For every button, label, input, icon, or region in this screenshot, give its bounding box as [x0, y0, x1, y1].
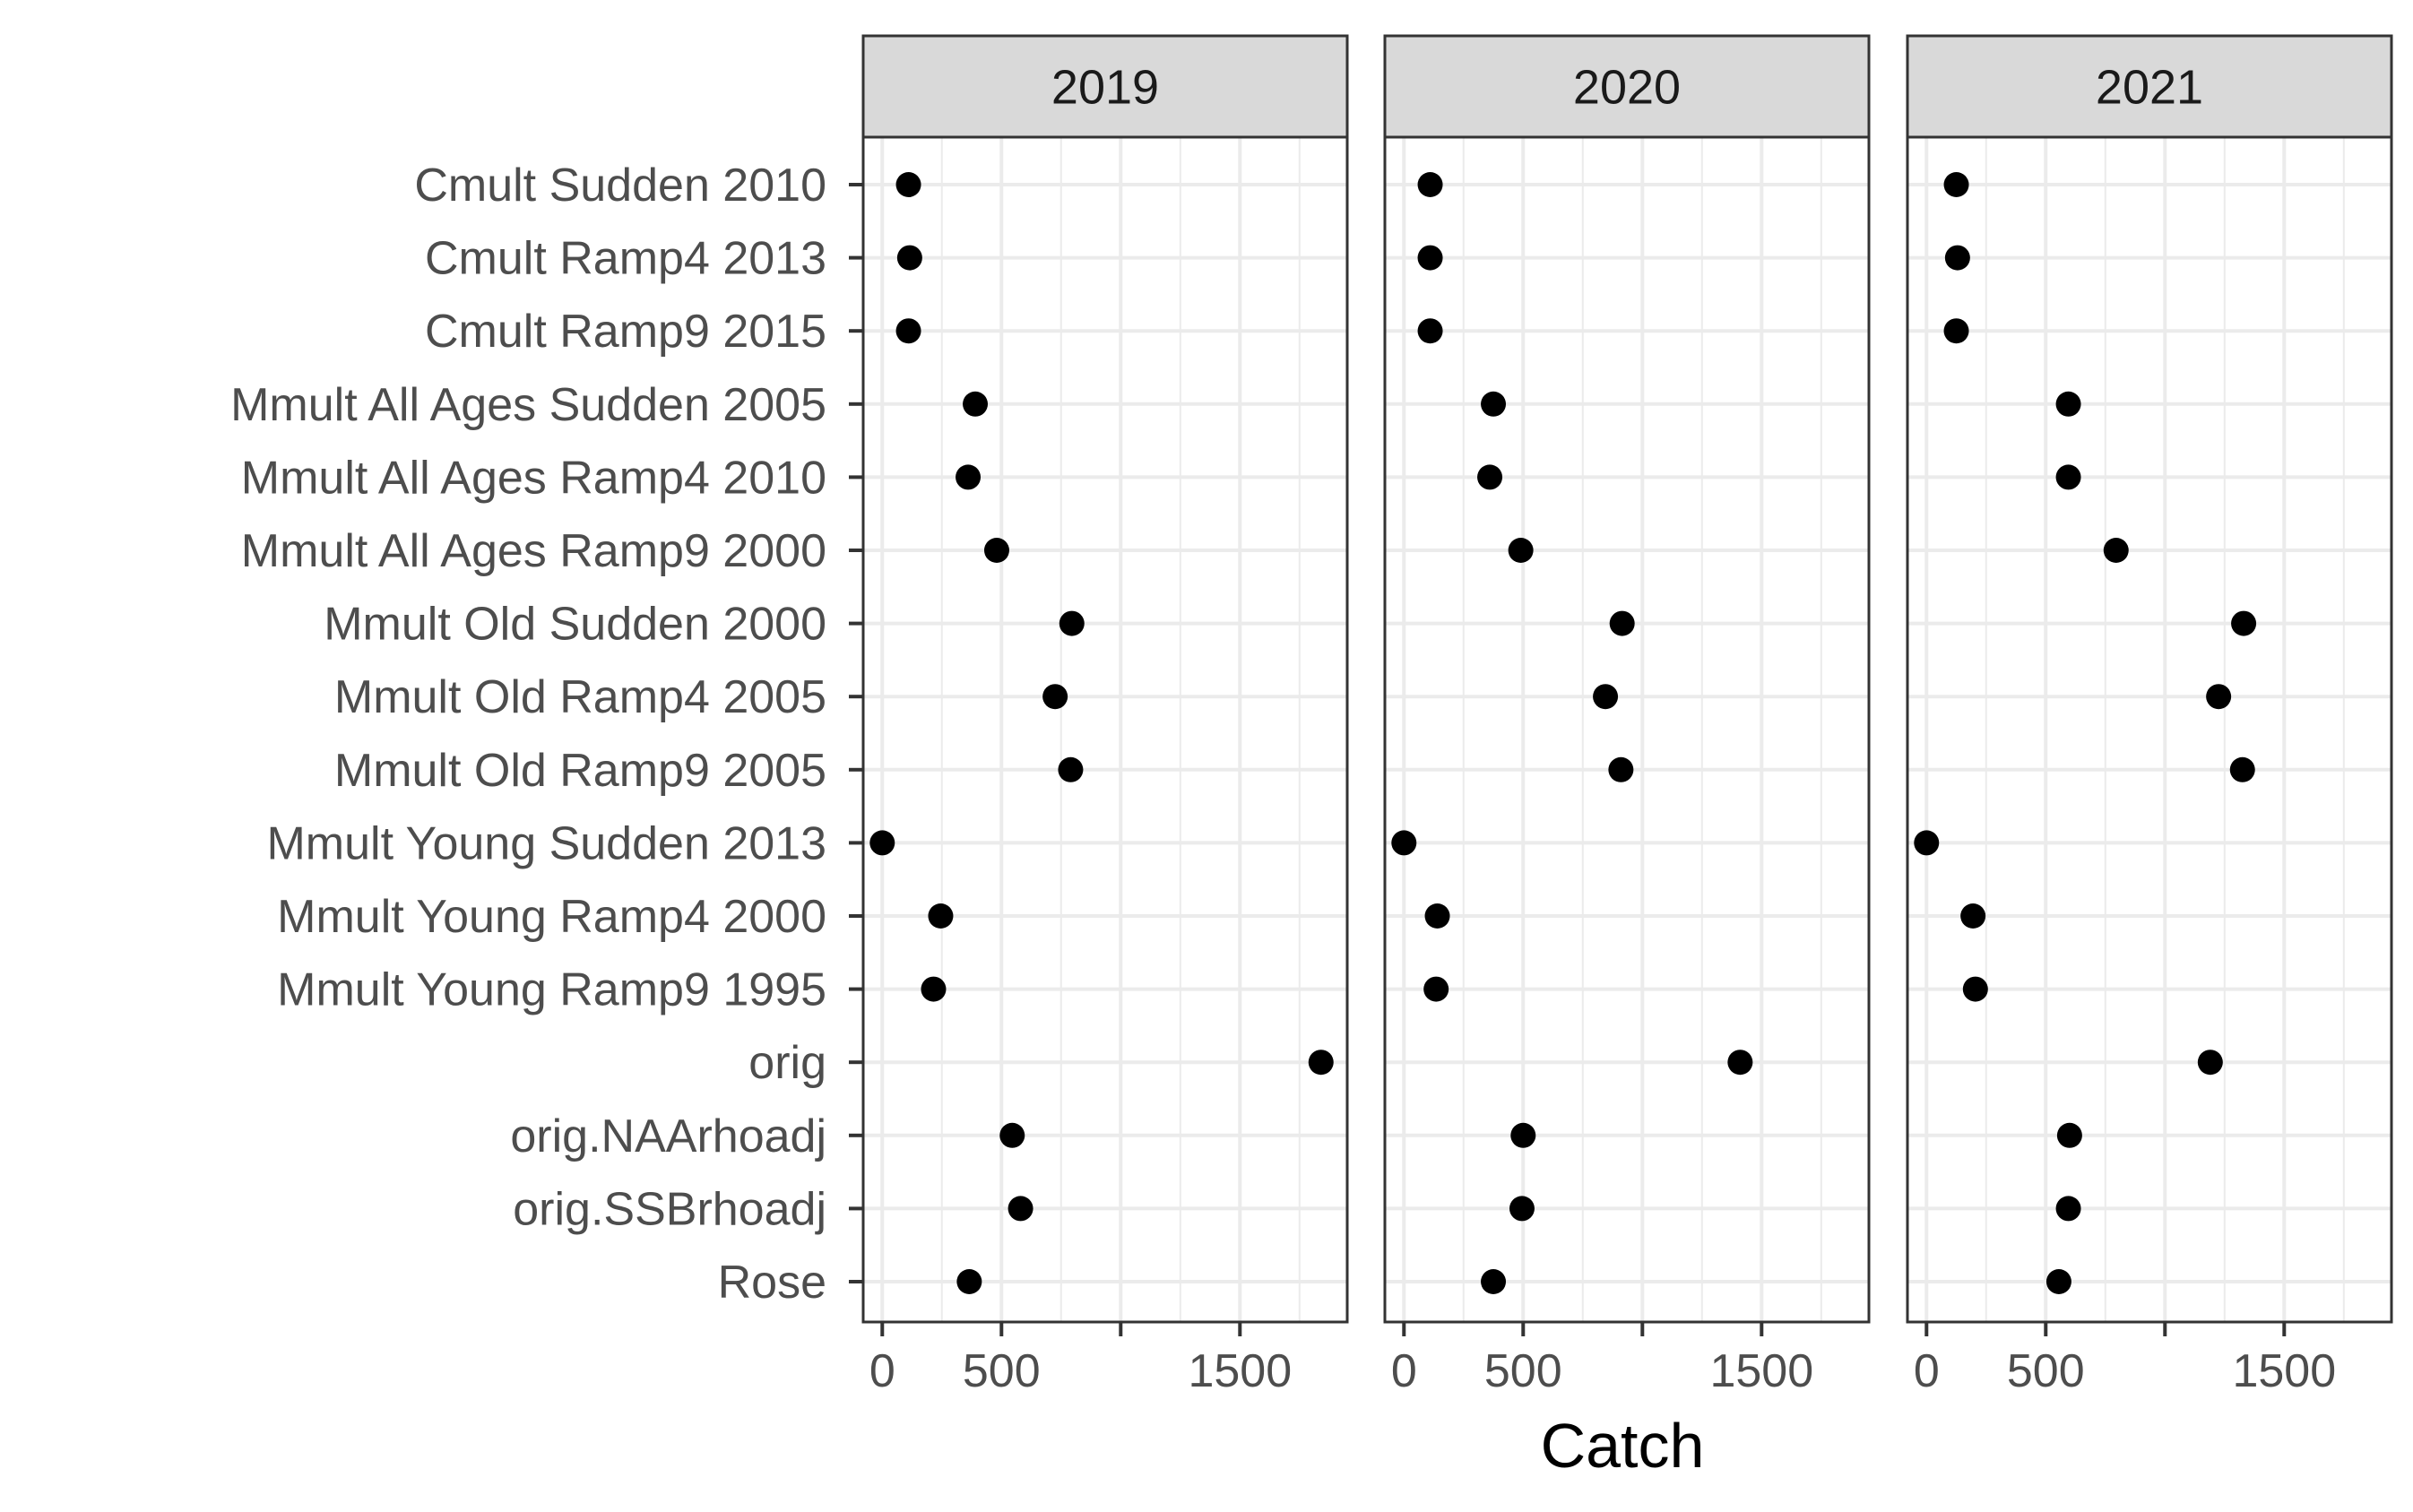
data-point: [1417, 318, 1443, 344]
data-point: [2055, 391, 2081, 417]
x-tick-label: 500: [2007, 1345, 2085, 1397]
x-tick-label: 500: [963, 1345, 1041, 1397]
facet-strip-label: 2020: [1573, 61, 1681, 115]
y-axis-category-labels: Cmult Sudden 2010 Cmult Ramp4 2013 Cmult R…: [230, 160, 863, 1309]
data-point: [1510, 1122, 1536, 1148]
data-point: [1042, 684, 1068, 710]
x-tick-label: 500: [1484, 1345, 1562, 1397]
panel-border: [1383, 135, 1871, 1324]
data-point: [869, 830, 895, 856]
y-tick-label: Mmult All Ages Sudden 2005: [230, 379, 826, 431]
data-point: [956, 1269, 982, 1294]
x-tick-label: 0: [869, 1345, 895, 1397]
data-point: [895, 172, 921, 197]
data-point: [2206, 684, 2232, 710]
y-tick-label: orig.NAArhoadj: [510, 1110, 826, 1162]
x-tick-label: 0: [1914, 1345, 1940, 1397]
data-point: [1727, 1050, 1753, 1076]
facet-panels: 2019 0 500 1500 2020 0 500 1500 2021 0 500 1500: [861, 34, 2393, 1397]
x-tick-label: 1500: [1709, 1345, 1813, 1397]
data-point: [1417, 172, 1443, 197]
data-point: [1609, 610, 1635, 636]
y-tick-label: orig: [748, 1037, 826, 1089]
y-tick-label: Mmult Old Sudden 2000: [324, 599, 826, 651]
facet-panel: 2020 0 500 1500: [1383, 34, 1871, 1397]
data-point: [1424, 903, 1450, 929]
panel-background: [1385, 137, 1869, 1322]
data-point: [963, 391, 989, 417]
data-point: [1391, 830, 1417, 856]
facet-panel: 2019 0 500 1500: [861, 34, 1349, 1397]
y-tick-label: Mmult All Ages Ramp4 2010: [241, 452, 826, 504]
data-point: [1477, 464, 1503, 490]
facet-strip: [861, 34, 1349, 139]
data-point: [1944, 245, 1970, 271]
data-point: [2103, 538, 2129, 563]
facet-strip: [1383, 34, 1871, 139]
data-point: [896, 245, 922, 271]
y-tick-label: Mmult Young Ramp9 1995: [277, 964, 826, 1016]
x-axis-title: Catch: [1541, 1411, 1705, 1481]
y-tick-label: Cmult Ramp4 2013: [425, 233, 826, 285]
data-point: [1962, 976, 1988, 1002]
data-point: [1943, 318, 1969, 344]
data-point: [2045, 1269, 2071, 1294]
panel-background: [1907, 137, 2391, 1322]
facet-panel: 2021 0 500 1500: [1906, 34, 2393, 1397]
y-tick-label: Cmult Ramp9 2015: [425, 306, 826, 358]
data-point: [956, 464, 982, 490]
data-point: [895, 318, 921, 344]
data-point: [2055, 1196, 2081, 1222]
y-tick-label: orig.SSBrhoadj: [513, 1183, 826, 1235]
data-point: [1423, 976, 1449, 1002]
data-point: [2229, 756, 2255, 782]
facet-strip-label: 2019: [1051, 61, 1159, 115]
data-point: [1508, 538, 1534, 563]
x-tick-label: 1500: [2232, 1345, 2336, 1397]
data-point: [1593, 684, 1619, 710]
data-point: [1059, 610, 1085, 636]
data-point: [2197, 1050, 2223, 1076]
data-point: [999, 1122, 1025, 1148]
data-point: [1608, 756, 1634, 782]
y-tick-label: Mmult Old Ramp9 2005: [334, 745, 826, 797]
data-point: [983, 538, 1009, 563]
panel-border: [1906, 135, 2393, 1324]
data-point: [2055, 464, 2081, 490]
data-point: [1943, 172, 1969, 197]
x-tick-label: 0: [1391, 1345, 1417, 1397]
facet-strip-label: 2021: [2096, 61, 2203, 115]
data-point: [1008, 1196, 1034, 1222]
data-point: [1914, 830, 1940, 856]
data-point: [1481, 391, 1507, 417]
data-point: [921, 976, 947, 1002]
y-tick-label: Mmult Young Sudden 2013: [266, 817, 826, 869]
y-tick-label: Mmult All Ages Ramp9 2000: [241, 525, 826, 577]
data-point: [1058, 756, 1084, 782]
data-point: [2231, 610, 2257, 636]
data-point: [1481, 1269, 1507, 1294]
data-point: [928, 903, 954, 929]
data-point: [1417, 245, 1443, 271]
panel-background: [863, 137, 1347, 1322]
facet-strip: [1906, 34, 2393, 139]
data-point: [1509, 1196, 1535, 1222]
data-point: [1960, 903, 1986, 929]
x-tick-label: 1500: [1188, 1345, 1292, 1397]
y-tick-label: Cmult Sudden 2010: [414, 160, 826, 212]
y-tick-label: Mmult Old Ramp4 2005: [334, 671, 826, 723]
panel-border: [861, 135, 1349, 1324]
y-tick-label: Rose: [718, 1257, 826, 1309]
data-point: [2056, 1122, 2082, 1148]
y-tick-label: Mmult Young Ramp4 2000: [277, 891, 826, 943]
data-point: [1308, 1050, 1334, 1076]
